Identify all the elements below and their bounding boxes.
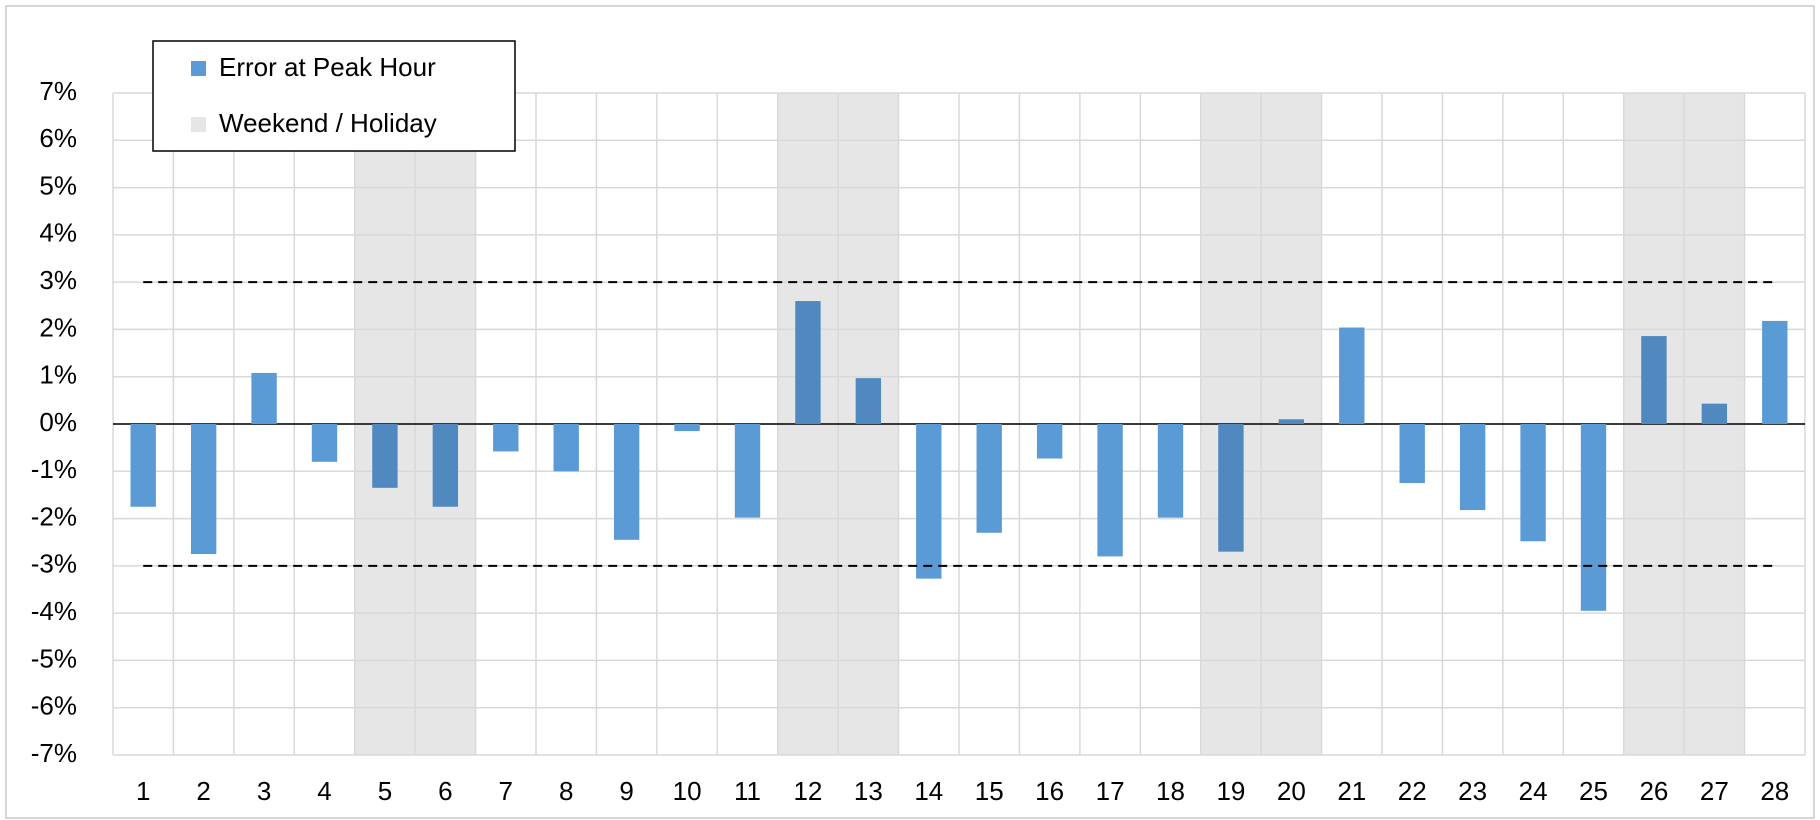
bar [1762, 320, 1788, 424]
y-tick-label: -3% [31, 549, 77, 579]
bar [432, 424, 459, 507]
legend-box [152, 40, 516, 152]
y-tick-label: -1% [31, 454, 77, 484]
bar [1157, 424, 1184, 518]
legend-label: Error at Peak Hour [219, 52, 436, 82]
bar [1278, 419, 1305, 424]
x-tick-label: 28 [1760, 776, 1789, 806]
bar [1339, 327, 1365, 424]
y-tick-label: -6% [31, 691, 77, 721]
x-tick-label: 4 [317, 776, 331, 806]
bar [1520, 424, 1546, 542]
bar [493, 424, 519, 452]
bar [1097, 424, 1123, 557]
bar [1036, 424, 1063, 459]
x-tick-label: 22 [1398, 776, 1427, 806]
bar [251, 372, 277, 424]
x-tick-label: 10 [673, 776, 702, 806]
x-tick-label: 13 [854, 776, 883, 806]
y-tick-label: 3% [39, 265, 77, 295]
legend-swatch [191, 61, 206, 76]
legend-swatch [191, 117, 206, 132]
x-tick-label: 15 [975, 776, 1004, 806]
x-tick-label: 23 [1458, 776, 1487, 806]
x-tick-label: 18 [1156, 776, 1185, 806]
y-tick-label: 1% [39, 360, 77, 390]
bar [916, 424, 942, 579]
bar [1399, 424, 1425, 484]
y-tick-label: 4% [39, 218, 77, 248]
bar [372, 424, 398, 488]
x-tick-label: 5 [378, 776, 392, 806]
x-tick-label: 12 [793, 776, 822, 806]
x-tick-label: 19 [1216, 776, 1245, 806]
y-tick-label: -7% [31, 738, 77, 768]
x-tick-label: 16 [1035, 776, 1064, 806]
y-tick-label: 7% [39, 76, 77, 106]
bar [311, 424, 338, 462]
bar [613, 424, 640, 540]
y-tick-label: 6% [39, 123, 77, 153]
y-tick-label: 2% [39, 312, 77, 342]
y-tick-label: -4% [31, 596, 77, 626]
x-tick-label: 2 [196, 776, 210, 806]
bar [1459, 424, 1486, 511]
x-tick-label: 17 [1096, 776, 1125, 806]
bar [1641, 336, 1667, 424]
bar [1218, 424, 1244, 552]
x-tick-label: 11 [734, 776, 761, 806]
x-tick-label: 27 [1700, 776, 1729, 806]
bar [855, 378, 882, 424]
y-tick-label: -2% [31, 501, 77, 531]
x-tick-label: 21 [1337, 776, 1366, 806]
x-tick-label: 26 [1639, 776, 1668, 806]
legend-label: Weekend / Holiday [219, 108, 437, 138]
frame [5, 5, 1815, 819]
x-tick-label: 6 [438, 776, 452, 806]
bar [190, 424, 217, 555]
y-tick-label: -5% [31, 643, 77, 673]
x-tick-label: 7 [499, 776, 513, 806]
y-tick-label: 0% [39, 407, 77, 437]
bar [795, 301, 821, 424]
x-tick-label: 25 [1579, 776, 1608, 806]
x-tick-label: 14 [914, 776, 943, 806]
bar [674, 424, 700, 432]
bar [553, 424, 579, 472]
bar [734, 424, 761, 518]
bar [1580, 424, 1607, 611]
x-tick-label: 24 [1519, 776, 1548, 806]
x-tick-label: 8 [559, 776, 573, 806]
x-tick-label: 1 [136, 776, 150, 806]
x-tick-label: 3 [257, 776, 271, 806]
y-tick-label: 5% [39, 170, 77, 200]
bar [976, 424, 1002, 533]
x-tick-label: 20 [1277, 776, 1306, 806]
x-tick-label: 9 [619, 776, 633, 806]
bar [1701, 403, 1728, 424]
bar [130, 424, 156, 507]
